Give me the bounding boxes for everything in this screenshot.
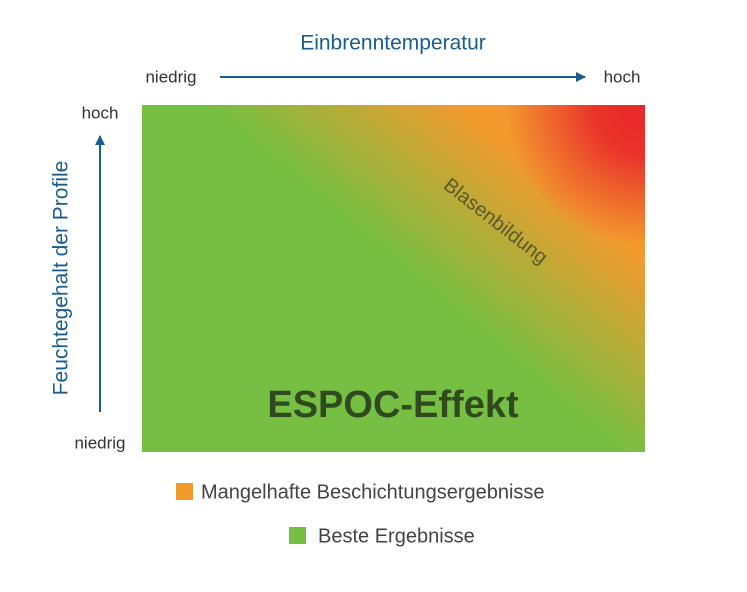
y-low-label: niedrig	[74, 433, 125, 452]
x-high-label: hoch	[604, 67, 641, 86]
effect-label: ESPOC-Effekt	[267, 384, 519, 426]
legend-label: Mangelhafte Beschichtungsergebnisse	[201, 481, 545, 503]
field-hot	[142, 105, 645, 452]
y-title: Feuchtegehalt der Profile	[50, 161, 73, 396]
legend-swatch	[289, 527, 306, 544]
x-low-label: niedrig	[145, 67, 196, 86]
legend-label: Beste Ergebnisse	[318, 525, 475, 547]
y-high-label: hoch	[82, 103, 119, 122]
legend-swatch	[176, 483, 193, 500]
title: Einbrenntemperatur	[300, 32, 486, 55]
